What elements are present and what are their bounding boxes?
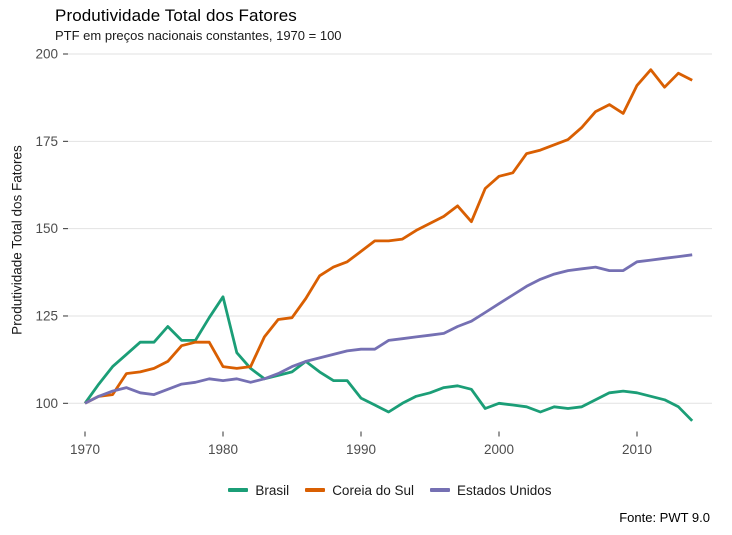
x-tick-label: 1970 xyxy=(70,442,100,457)
y-tick-label: 175 xyxy=(35,134,58,149)
caption: Fonte: PWT 9.0 xyxy=(619,510,710,525)
series-line-brasil xyxy=(83,295,694,422)
legend-item-estados-unidos: Estados Unidos xyxy=(430,483,552,498)
y-tick-label: 150 xyxy=(35,221,58,236)
series-line-estados-unidos xyxy=(84,253,693,405)
x-tick-label: 1980 xyxy=(208,442,238,457)
legend-label: Coreia do Sul xyxy=(332,482,414,498)
legend: Brasil Coreia do Sul Estados Unidos xyxy=(68,481,712,499)
x-tick-label: 2000 xyxy=(484,442,514,457)
legend-label: Estados Unidos xyxy=(457,482,552,498)
chart-title: Produtividade Total dos Fatores xyxy=(55,6,297,25)
legend-item-brasil: Brasil xyxy=(228,483,289,498)
x-tick-label: 1990 xyxy=(346,442,376,457)
legend-swatch xyxy=(430,488,450,492)
series-line-coreia-do-sul xyxy=(84,68,693,405)
legend-swatch xyxy=(228,488,249,492)
y-tick-label: 100 xyxy=(35,396,58,411)
x-tick-label: 2010 xyxy=(622,442,652,457)
legend-item-coreia-do-sul: Coreia do Sul xyxy=(305,483,414,498)
chart-subtitle: PTF em preços nacionais constantes, 1970… xyxy=(55,28,342,43)
y-tick-label: 125 xyxy=(35,308,58,323)
legend-label: Brasil xyxy=(255,482,290,498)
legend-swatch xyxy=(305,488,326,492)
y-tick-label: 200 xyxy=(35,47,58,62)
